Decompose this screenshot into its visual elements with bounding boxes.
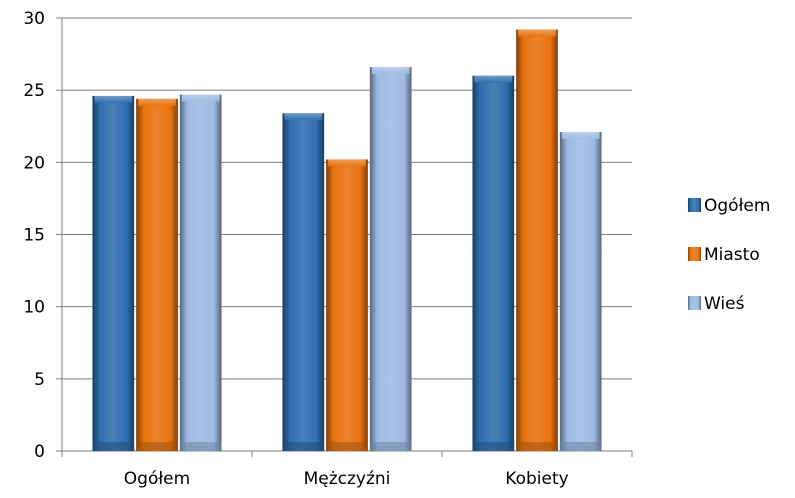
y-tick-label: 20 <box>23 153 45 173</box>
bar <box>559 132 602 452</box>
x-axis: Ogółem Mężczyźni Kobiety <box>61 450 633 489</box>
y-tick-label: 25 <box>23 81 45 101</box>
legend-item: Miasto <box>688 245 760 265</box>
x-category-label: Ogółem <box>124 469 190 489</box>
x-category-label: Kobiety <box>505 469 568 489</box>
y-tick-label: 10 <box>23 298 45 318</box>
y-tick-label: 0 <box>34 442 45 462</box>
bar <box>369 67 412 451</box>
legend-label: Miasto <box>704 245 760 265</box>
bar <box>136 98 178 452</box>
bar <box>282 113 325 451</box>
bar <box>326 159 368 452</box>
legend: Ogółem Miasto Wieś <box>688 196 770 314</box>
bar <box>179 94 222 451</box>
legend-swatch <box>688 296 701 310</box>
bar <box>516 29 558 452</box>
bar <box>92 95 135 451</box>
y-tick-label: 15 <box>23 226 45 246</box>
legend-item: Wieś <box>688 294 745 314</box>
bars <box>92 29 602 452</box>
y-tick-label: 5 <box>34 370 45 390</box>
legend-label: Wieś <box>704 294 745 314</box>
x-category-label: Mężczyźni <box>304 469 391 489</box>
legend-label: Ogółem <box>704 196 770 216</box>
legend-swatch <box>688 198 701 212</box>
bar <box>472 75 515 451</box>
legend-item: Ogółem <box>688 196 770 216</box>
y-tick-label: 30 <box>23 9 45 29</box>
y-axis: 0 5 10 15 20 25 30 <box>23 9 63 462</box>
legend-swatch <box>688 247 701 261</box>
